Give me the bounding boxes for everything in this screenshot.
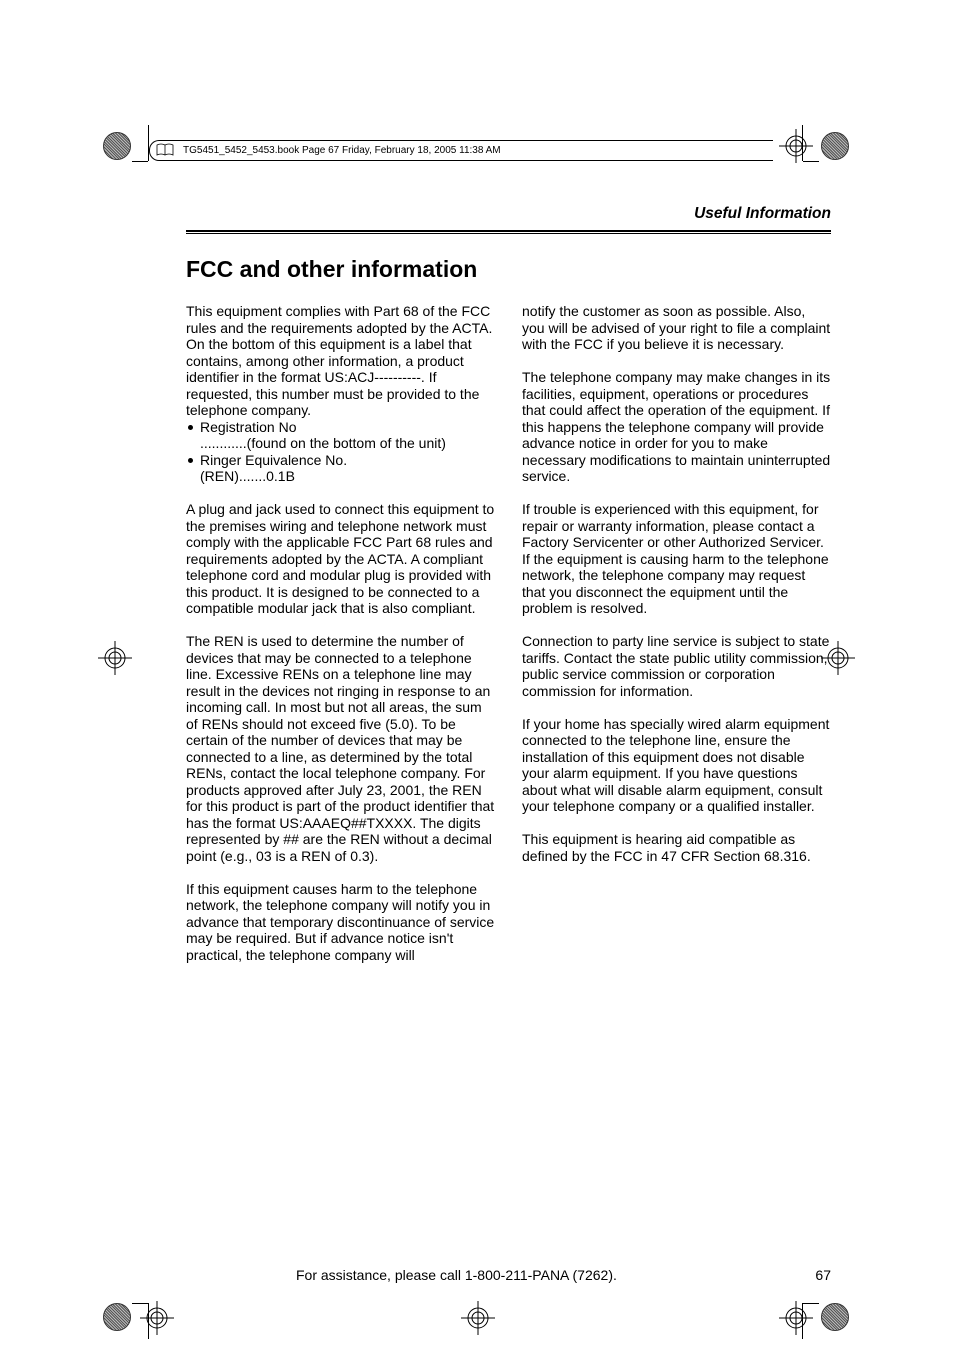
- list-item: Ringer Equivalence No. (REN).......0.1B: [186, 452, 495, 485]
- list-item-text: Ringer Equivalence No.: [200, 452, 347, 468]
- section-rule: [186, 233, 831, 234]
- body-paragraph: This equipment complies with Part 68 of …: [186, 303, 495, 419]
- list-item: Registration No ............(found on th…: [186, 419, 495, 452]
- bullet-list: Registration No ............(found on th…: [186, 419, 495, 485]
- print-corner-mark: [821, 132, 849, 160]
- content-columns: This equipment complies with Part 68 of …: [186, 303, 831, 963]
- body-paragraph: notify the customer as soon as possible.…: [522, 303, 831, 353]
- print-crop-line: [148, 125, 149, 161]
- body-paragraph: The REN is used to determine the number …: [186, 633, 495, 864]
- section-rule: [186, 230, 831, 232]
- register-mark: [461, 1301, 495, 1335]
- right-column: notify the customer as soon as possible.…: [522, 303, 831, 963]
- print-corner-mark: [103, 1303, 131, 1331]
- body-paragraph: If this equipment causes harm to the tel…: [186, 881, 495, 964]
- page-title: FCC and other information: [186, 256, 477, 283]
- register-mark: [140, 1301, 174, 1335]
- page-header-frame-line-top: [200, 140, 773, 141]
- print-corner-mark: [821, 1303, 849, 1331]
- list-item-text: Registration No: [200, 419, 297, 435]
- page-header-text: TG5451_5452_5453.book Page 67 Friday, Fe…: [183, 145, 501, 156]
- body-paragraph: The telephone company may make changes i…: [522, 369, 831, 485]
- page-header-frame-line-bot: [200, 160, 773, 161]
- page-footer: For assistance, please call 1-800-211-PA…: [186, 1267, 831, 1283]
- body-paragraph: If your home has specially wired alarm e…: [522, 716, 831, 815]
- body-paragraph: This equipment is hearing aid compatible…: [522, 831, 831, 864]
- section-header: Useful Information: [186, 205, 831, 234]
- footer-assistance-text: For assistance, please call 1-800-211-PA…: [296, 1267, 617, 1283]
- register-mark: [779, 1301, 813, 1335]
- left-column: This equipment complies with Part 68 of …: [186, 303, 495, 963]
- register-mark: [779, 129, 813, 163]
- body-paragraph: Connection to party line service is subj…: [522, 633, 831, 699]
- print-corner-mark: [103, 132, 131, 160]
- section-header-title: Useful Information: [186, 205, 831, 226]
- page-number: 67: [815, 1267, 831, 1283]
- print-crop-line: [132, 161, 148, 162]
- list-item-text: ............(found on the bottom of the …: [200, 435, 446, 451]
- list-item-text: (REN).......0.1B: [200, 468, 295, 484]
- register-mark: [98, 641, 132, 675]
- body-paragraph: A plug and jack used to connect this equ…: [186, 501, 495, 617]
- body-paragraph: If trouble is experienced with this equi…: [522, 501, 831, 617]
- book-icon: [155, 143, 175, 158]
